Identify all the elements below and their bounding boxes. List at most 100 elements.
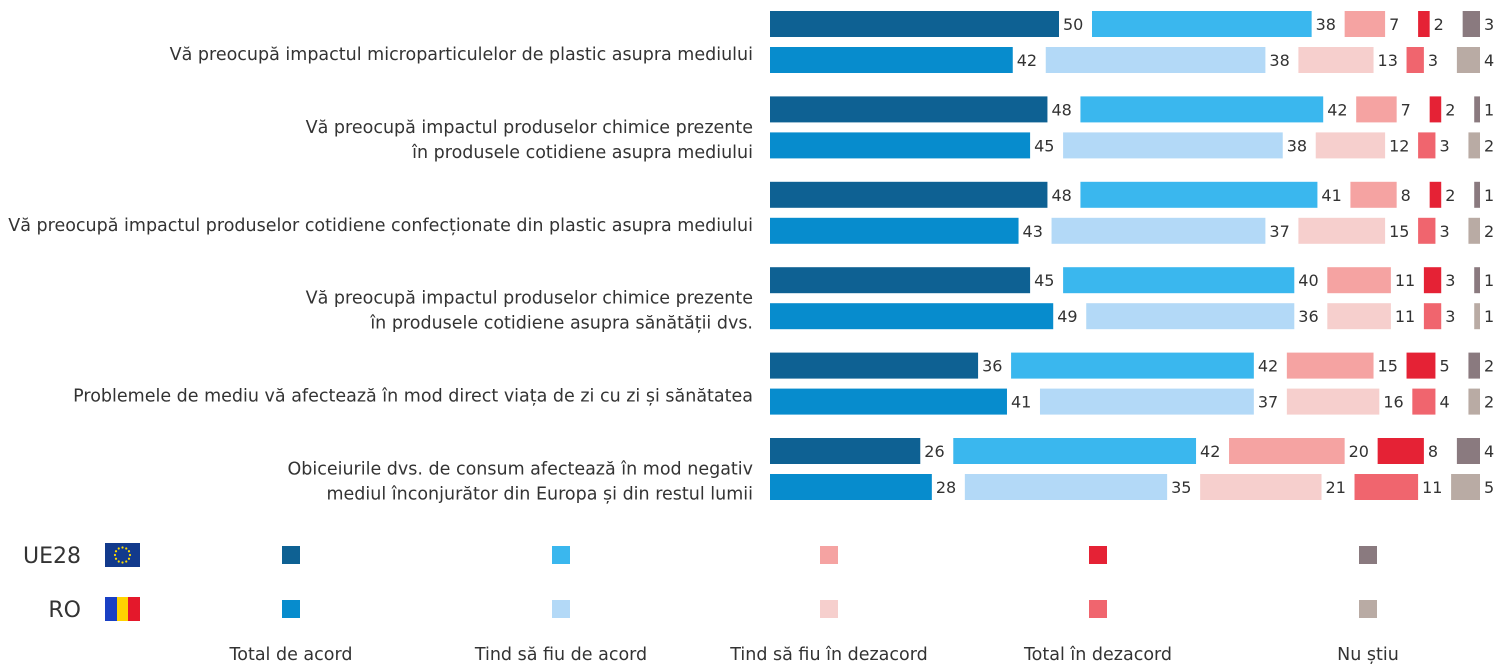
data-label: 48: [1051, 100, 1071, 119]
bar-segment: [1418, 11, 1430, 37]
bar-segment: [1354, 474, 1419, 500]
legend-swatch: [1089, 546, 1107, 564]
bar-segment: [1462, 11, 1480, 37]
data-label: 11: [1395, 271, 1415, 290]
data-label: 45: [1034, 136, 1054, 155]
legend-series-label: Total de acord: [229, 645, 353, 664]
data-label: 38: [1316, 15, 1336, 34]
legend-swatch: [1359, 546, 1377, 564]
data-label: 42: [1258, 357, 1278, 376]
bar-segment: [1080, 181, 1318, 208]
bar-segment: [1418, 132, 1436, 159]
data-label: 36: [982, 357, 1002, 376]
data-label: 15: [1389, 222, 1409, 241]
data-label: 1: [1484, 100, 1494, 119]
category-label: Vă preocupă impactul produselor chimice …: [306, 118, 753, 138]
data-label: 13: [1378, 51, 1398, 70]
legend-series-label: Nu știu: [1337, 645, 1399, 664]
bar-segment: [1429, 181, 1442, 208]
data-label: 21: [1326, 478, 1346, 497]
data-label: 2: [1434, 15, 1444, 34]
data-label: 1: [1484, 271, 1494, 290]
bar-segment: [770, 217, 1019, 244]
bar-segment: [1474, 181, 1480, 208]
data-label: 26: [924, 442, 944, 461]
bar-segment: [1286, 388, 1380, 415]
legend-swatch: [820, 600, 838, 618]
bar-segment: [1327, 303, 1391, 330]
data-label: 7: [1401, 100, 1411, 119]
bar-segment: [1451, 474, 1480, 500]
data-label: 3: [1445, 271, 1455, 290]
data-label: 2: [1484, 393, 1494, 412]
bar-segment: [964, 474, 1168, 500]
bar-segment: [1474, 96, 1480, 123]
data-label: 5: [1484, 478, 1494, 497]
legend-swatch: [1089, 600, 1107, 618]
bar-segment: [1229, 438, 1345, 464]
ro-flag-icon: [105, 597, 140, 621]
data-label: 8: [1401, 186, 1411, 205]
bar-segment: [1456, 47, 1480, 73]
legend-series-label: Total în dezacord: [1023, 645, 1172, 664]
bar-segment: [1423, 303, 1442, 330]
data-label: 38: [1287, 136, 1307, 155]
data-label: 3: [1484, 15, 1494, 34]
bar-segment: [1468, 132, 1480, 159]
bar-segment: [1327, 267, 1391, 294]
legend-row-label: UE28: [23, 544, 81, 569]
data-label: 41: [1321, 186, 1341, 205]
bar-segment: [1045, 47, 1266, 73]
data-label: 35: [1171, 478, 1191, 497]
legend-swatch: [282, 600, 300, 618]
bar-segment: [1350, 181, 1397, 208]
data-label: 3: [1439, 222, 1449, 241]
data-label: 49: [1057, 307, 1077, 326]
category-label: Obiceiurile dvs. de consum afectează în …: [287, 460, 753, 480]
bar-segment: [1377, 438, 1424, 464]
data-label: 2: [1445, 186, 1455, 205]
data-label: 38: [1269, 51, 1289, 70]
legend-swatch: [820, 546, 838, 564]
data-label: 2: [1484, 222, 1494, 241]
data-label: 42: [1200, 442, 1220, 461]
legend-row-label: RO: [48, 598, 81, 623]
legend-series-label: Tind să fiu de acord: [474, 645, 647, 664]
data-label: 4: [1484, 51, 1494, 70]
bar-segment: [770, 181, 1048, 208]
category-label: în produsele cotidiene asupra mediului: [411, 143, 753, 163]
data-label: 4: [1439, 393, 1449, 412]
bar-segment: [1200, 474, 1322, 500]
bar-segment: [770, 267, 1031, 294]
data-label: 1: [1484, 307, 1494, 326]
bar-segment: [1356, 96, 1397, 123]
bar-segment: [1011, 352, 1254, 379]
data-label: 43: [1023, 222, 1043, 241]
legend-swatch: [1359, 600, 1377, 618]
legend: UE28 RO Total de acord Tind să fiu de acord…: [23, 543, 1399, 664]
bar-segment: [770, 11, 1059, 37]
category-label: Problemele de mediu vă afectează în mod …: [73, 387, 753, 407]
data-label: 3: [1439, 136, 1449, 155]
data-label: 45: [1034, 271, 1054, 290]
bar-segment: [770, 352, 979, 379]
data-label: 28: [936, 478, 956, 497]
bar-segment: [770, 438, 921, 464]
category-labels: Vă preocupă impactul microparticulelor d…: [8, 45, 753, 505]
bar-segment: [1086, 303, 1295, 330]
bar-segment: [1080, 96, 1324, 123]
bar-segment: [770, 47, 1013, 73]
bar-segment: [1418, 217, 1436, 244]
category-label: mediul înconjurător din Europa și din re…: [326, 485, 753, 505]
bar-segment: [1406, 47, 1424, 73]
data-label: 48: [1051, 186, 1071, 205]
bars: 50 38 7 2 342 38 13 3 448 42 7 2 145 38 12 3 248 41 8 2 143 3…: [770, 11, 1494, 500]
data-label: 8: [1428, 442, 1438, 461]
legend-series-label: Tind să fiu în dezacord: [729, 645, 927, 664]
category-label: Vă preocupă impactul microparticulelor d…: [170, 45, 753, 65]
bar-segment: [770, 388, 1007, 415]
data-label: 36: [1298, 307, 1318, 326]
data-label: 42: [1327, 100, 1347, 119]
data-label: 4: [1484, 442, 1494, 461]
